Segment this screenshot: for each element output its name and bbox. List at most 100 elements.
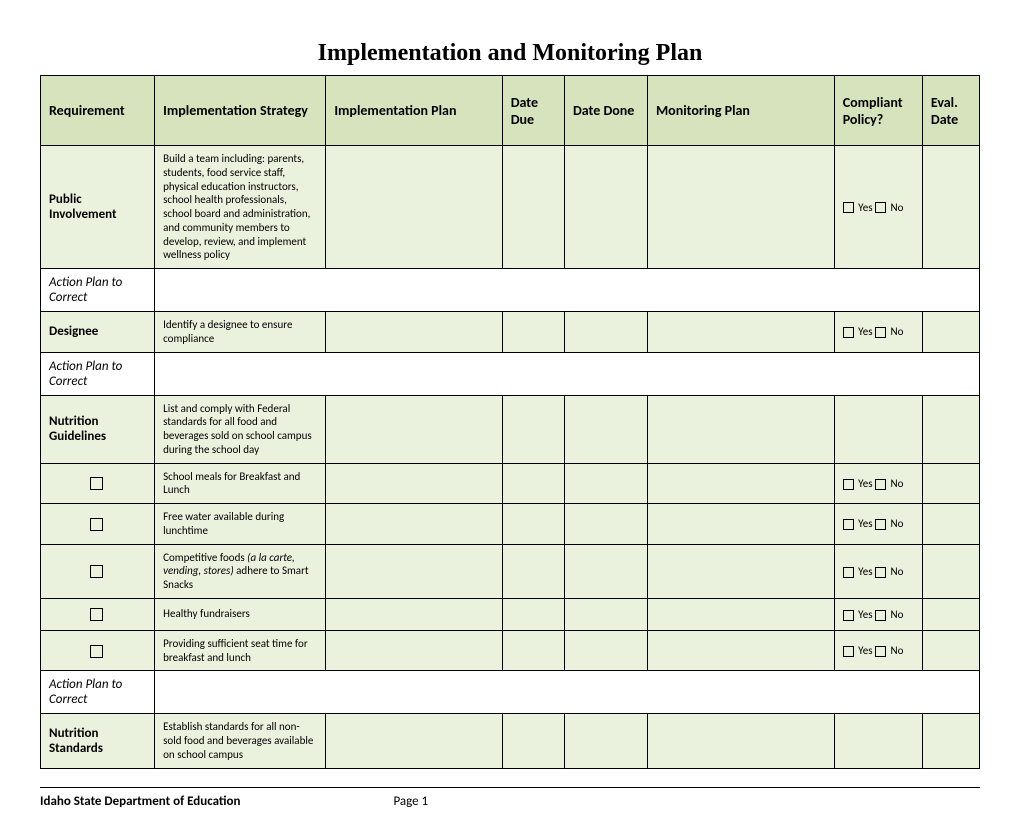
empty-cell <box>647 630 834 671</box>
empty-cell <box>564 544 647 598</box>
item-checkbox[interactable] <box>90 477 103 490</box>
empty-cell <box>326 714 502 768</box>
strategy-cell: Identify a designee to ensure compliance <box>155 312 326 353</box>
strategy-cell: Competitive foods (a la carte, vending, … <box>155 544 326 598</box>
table-row: Healthy fundraisers Yes No <box>41 598 980 630</box>
empty-cell <box>922 463 979 504</box>
column-header: Eval. Date <box>922 76 979 146</box>
table-row: Providing sufficient seat time for break… <box>41 630 980 671</box>
empty-cell <box>326 630 502 671</box>
table-body: Public InvolvementBuild a team including… <box>41 146 980 769</box>
empty-cell <box>326 312 502 353</box>
requirement-cell: Public Involvement <box>41 146 155 269</box>
no-checkbox[interactable] <box>875 646 886 657</box>
yes-checkbox[interactable] <box>843 567 854 578</box>
column-header: Compliant Policy? <box>834 76 922 146</box>
table-row: School meals for Breakfast and Lunch Yes… <box>41 463 980 504</box>
compliant-cell: Yes No <box>834 630 922 671</box>
column-header: Date Done <box>564 76 647 146</box>
compliant-cell: Yes No <box>834 544 922 598</box>
compliant-cell: Yes No <box>834 504 922 545</box>
column-header: Implementation Strategy <box>155 76 326 146</box>
empty-cell <box>326 395 502 463</box>
item-checkbox[interactable] <box>90 645 103 658</box>
item-checkbox[interactable] <box>90 608 103 621</box>
action-plan-label: Action Plan to Correct <box>41 269 155 312</box>
column-header: Implementation Plan <box>326 76 502 146</box>
empty-cell <box>326 598 502 630</box>
item-checkbox[interactable] <box>90 518 103 531</box>
requirement-cell: Nutrition Guidelines <box>41 395 155 463</box>
empty-cell <box>326 463 502 504</box>
empty-cell <box>922 395 979 463</box>
compliant-cell: Yes No <box>834 463 922 504</box>
empty-cell <box>922 544 979 598</box>
strategy-cell: List and comply with Federal standards f… <box>155 395 326 463</box>
empty-cell <box>834 395 922 463</box>
empty-cell <box>326 504 502 545</box>
empty-cell <box>647 146 834 269</box>
no-checkbox[interactable] <box>875 327 886 338</box>
yes-checkbox[interactable] <box>843 479 854 490</box>
sub-requirement-check <box>41 598 155 630</box>
empty-cell <box>502 312 564 353</box>
action-plan-label: Action Plan to Correct <box>41 352 155 395</box>
action-plan-label: Action Plan to Correct <box>41 671 155 714</box>
column-header: Requirement <box>41 76 155 146</box>
compliant-cell: Yes No <box>834 598 922 630</box>
table-row: Nutrition GuidelinesList and comply with… <box>41 395 980 463</box>
compliant-cell: Yes No <box>834 146 922 269</box>
sub-requirement-check <box>41 463 155 504</box>
no-checkbox[interactable] <box>875 567 886 578</box>
requirement-cell: Designee <box>41 312 155 353</box>
empty-cell <box>922 146 979 269</box>
empty-cell <box>564 630 647 671</box>
sub-requirement-check <box>41 544 155 598</box>
table-row: Action Plan to Correct <box>41 671 980 714</box>
empty-cell <box>502 714 564 768</box>
yes-checkbox[interactable] <box>843 610 854 621</box>
no-checkbox[interactable] <box>875 519 886 530</box>
empty-cell <box>502 463 564 504</box>
empty-cell <box>922 598 979 630</box>
requirement-cell: Nutrition Standards <box>41 714 155 768</box>
page-title: Implementation and Monitoring Plan <box>40 40 980 67</box>
empty-cell <box>647 544 834 598</box>
empty-cell <box>564 598 647 630</box>
empty-cell <box>922 504 979 545</box>
yes-checkbox[interactable] <box>843 519 854 530</box>
empty-cell <box>922 312 979 353</box>
empty-cell <box>564 395 647 463</box>
footer-org: Idaho State Department of Education <box>40 794 240 809</box>
no-checkbox[interactable] <box>875 479 886 490</box>
table-row: Free water available during lunchtime Ye… <box>41 504 980 545</box>
table-row: Competitive foods (a la carte, vending, … <box>41 544 980 598</box>
table-header-row: RequirementImplementation StrategyImplem… <box>41 76 980 146</box>
no-checkbox[interactable] <box>875 202 886 213</box>
empty-cell <box>647 714 834 768</box>
empty-cell <box>502 630 564 671</box>
strategy-cell: Establish standards for all non-sold foo… <box>155 714 326 768</box>
action-plan-span <box>155 269 980 312</box>
column-header: Monitoring Plan <box>647 76 834 146</box>
table-row: Public InvolvementBuild a team including… <box>41 146 980 269</box>
empty-cell <box>647 463 834 504</box>
item-checkbox[interactable] <box>90 565 103 578</box>
column-header: Date Due <box>502 76 564 146</box>
footer-page: Page 1 <box>393 794 428 809</box>
strategy-cell: School meals for Breakfast and Lunch <box>155 463 326 504</box>
strategy-cell: Free water available during lunchtime <box>155 504 326 545</box>
empty-cell <box>502 395 564 463</box>
empty-cell <box>564 312 647 353</box>
yes-checkbox[interactable] <box>843 202 854 213</box>
table-row: Nutrition StandardsEstablish standards f… <box>41 714 980 768</box>
yes-checkbox[interactable] <box>843 327 854 338</box>
empty-cell <box>502 544 564 598</box>
sub-requirement-check <box>41 630 155 671</box>
empty-cell <box>326 146 502 269</box>
empty-cell <box>834 714 922 768</box>
yes-checkbox[interactable] <box>843 646 854 657</box>
no-checkbox[interactable] <box>875 610 886 621</box>
empty-cell <box>647 504 834 545</box>
action-plan-span <box>155 352 980 395</box>
